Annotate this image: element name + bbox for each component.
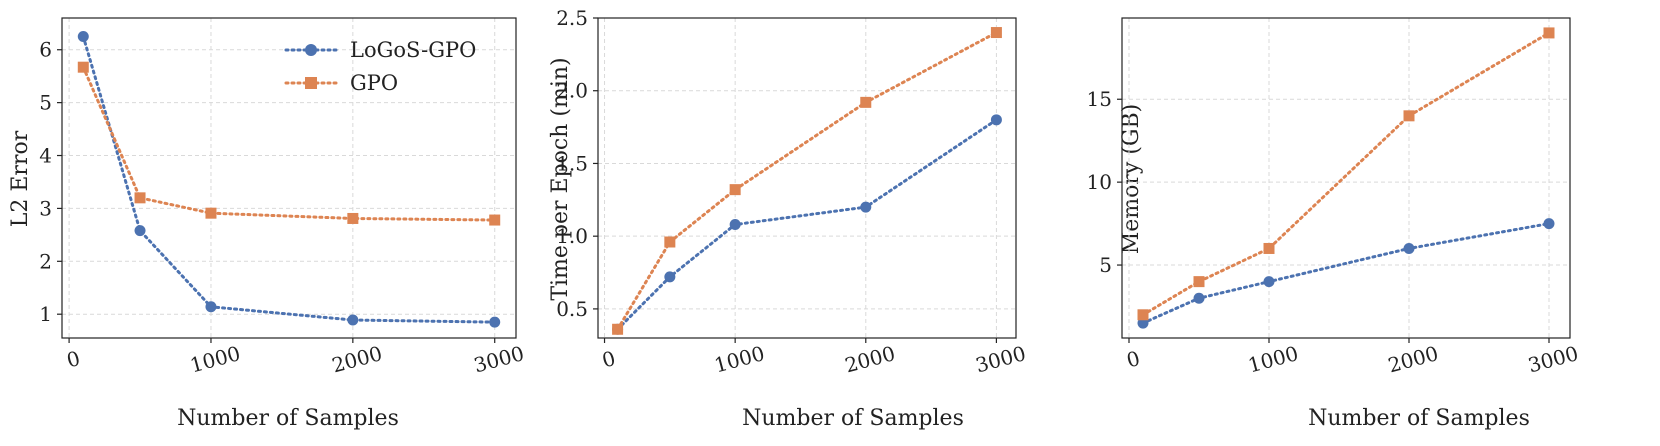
- data-point-logos-gpo: [489, 316, 501, 328]
- x-axis-title: Number of Samples: [742, 406, 964, 431]
- data-point-logos-gpo: [729, 219, 741, 231]
- data-point-gpo: [1137, 309, 1149, 321]
- data-point-gpo: [1403, 110, 1415, 122]
- series-line-gpo: [1141, 31, 1551, 317]
- y-axis-title: Memory (GB): [1119, 104, 1144, 255]
- x-tick-label: 0: [1124, 346, 1143, 372]
- data-point-gpo: [664, 236, 676, 248]
- panel-memory: Memory (GB) Number of Samples 0 1000 2000 3…: [1087, 17, 1581, 431]
- x-tick-label: 3000: [973, 341, 1028, 377]
- data-point-gpo: [990, 27, 1002, 39]
- y-tick-label: 3: [39, 196, 52, 220]
- data-point-logos-gpo: [1403, 242, 1415, 254]
- legend-marker-gpo: [305, 77, 317, 89]
- y-tick-label: 15: [1087, 87, 1112, 111]
- x-tick-label: 3000: [471, 341, 526, 377]
- y-tick-label: 6: [39, 38, 52, 62]
- grid: [1122, 18, 1570, 338]
- x-tick-label: 3000: [1525, 341, 1580, 377]
- data-point-gpo: [77, 61, 89, 73]
- data-point-gpo: [1543, 27, 1555, 39]
- data-point-gpo: [347, 212, 359, 224]
- axes-frame: [61, 17, 517, 339]
- data-point-gpo: [612, 323, 624, 335]
- data-point-gpo: [134, 192, 146, 204]
- data-point-gpo: [489, 214, 501, 226]
- x-tick-label: 1000: [1245, 341, 1300, 377]
- y-tick-label: 4: [39, 144, 52, 168]
- x-tick-label: 2000: [1385, 341, 1440, 377]
- x-axis-title: Number of Samples: [1308, 406, 1530, 431]
- legend: LoGoS-GPO GPO: [284, 38, 476, 95]
- x-tick-label: 0: [599, 346, 618, 372]
- data-point-logos-gpo: [860, 201, 872, 213]
- x-tick-label: 1000: [187, 341, 242, 377]
- data-point-logos-gpo: [134, 225, 146, 237]
- axes-frame: [597, 17, 1017, 339]
- y-tick-label: 1.5: [556, 151, 588, 175]
- data-point-logos-gpo: [205, 301, 217, 313]
- x-tick-label: 1000: [712, 341, 767, 377]
- series-line-logos-gpo: [616, 118, 998, 331]
- data-point-gpo: [729, 184, 741, 196]
- x-tick-label: 2000: [329, 341, 384, 377]
- y-tick-label: 0.5: [556, 297, 588, 321]
- axes-frame: [1121, 17, 1571, 339]
- y-tick-label: 10: [1087, 170, 1112, 194]
- data-point-gpo: [1193, 276, 1205, 288]
- data-point-gpo: [1263, 242, 1275, 254]
- legend-label-logos-gpo: LoGoS-GPO: [350, 38, 476, 62]
- y-axis-title: Time per Epoch (min): [548, 57, 573, 300]
- data-point-gpo: [205, 207, 217, 219]
- y-tick-label: 2.5: [556, 6, 588, 30]
- series-line-logos-gpo: [1141, 222, 1551, 325]
- data-point-logos-gpo: [990, 114, 1002, 126]
- x-axis-title: Number of Samples: [177, 406, 399, 431]
- data-point-logos-gpo: [1263, 276, 1275, 288]
- data-point-logos-gpo: [347, 314, 359, 326]
- x-tick-label: 0: [64, 346, 83, 372]
- y-axis-title: L2 Error: [8, 130, 33, 227]
- data-point-logos-gpo: [1543, 218, 1555, 230]
- panel-time-per-epoch: Time per Epoch (min) Number of Samples 0…: [548, 6, 1028, 431]
- x-tick-label: 2000: [842, 341, 897, 377]
- series-line-gpo: [616, 31, 998, 331]
- y-tick-label: 2.0: [556, 79, 588, 103]
- data-point-gpo: [860, 96, 872, 108]
- y-tick-label: 1.0: [556, 224, 588, 248]
- grid: [62, 18, 516, 338]
- data-point-logos-gpo: [1137, 317, 1149, 329]
- data-point-logos-gpo: [664, 271, 676, 283]
- data-point-logos-gpo: [1193, 292, 1205, 304]
- y-tick-label: 5: [39, 91, 52, 115]
- grid: [598, 17, 1016, 338]
- y-tick-label: 1: [39, 302, 52, 326]
- y-tick-label: 5: [1099, 253, 1112, 277]
- data-point-logos-gpo: [77, 31, 89, 43]
- panel-l2-error: L2 Error Number of Samples 0 1000 2000 3000…: [8, 17, 527, 431]
- series-line-logos-gpo: [81, 35, 497, 324]
- legend-label-gpo: GPO: [350, 71, 398, 95]
- legend-marker-logos-gpo: [305, 44, 317, 56]
- y-tick-label: 2: [39, 249, 52, 273]
